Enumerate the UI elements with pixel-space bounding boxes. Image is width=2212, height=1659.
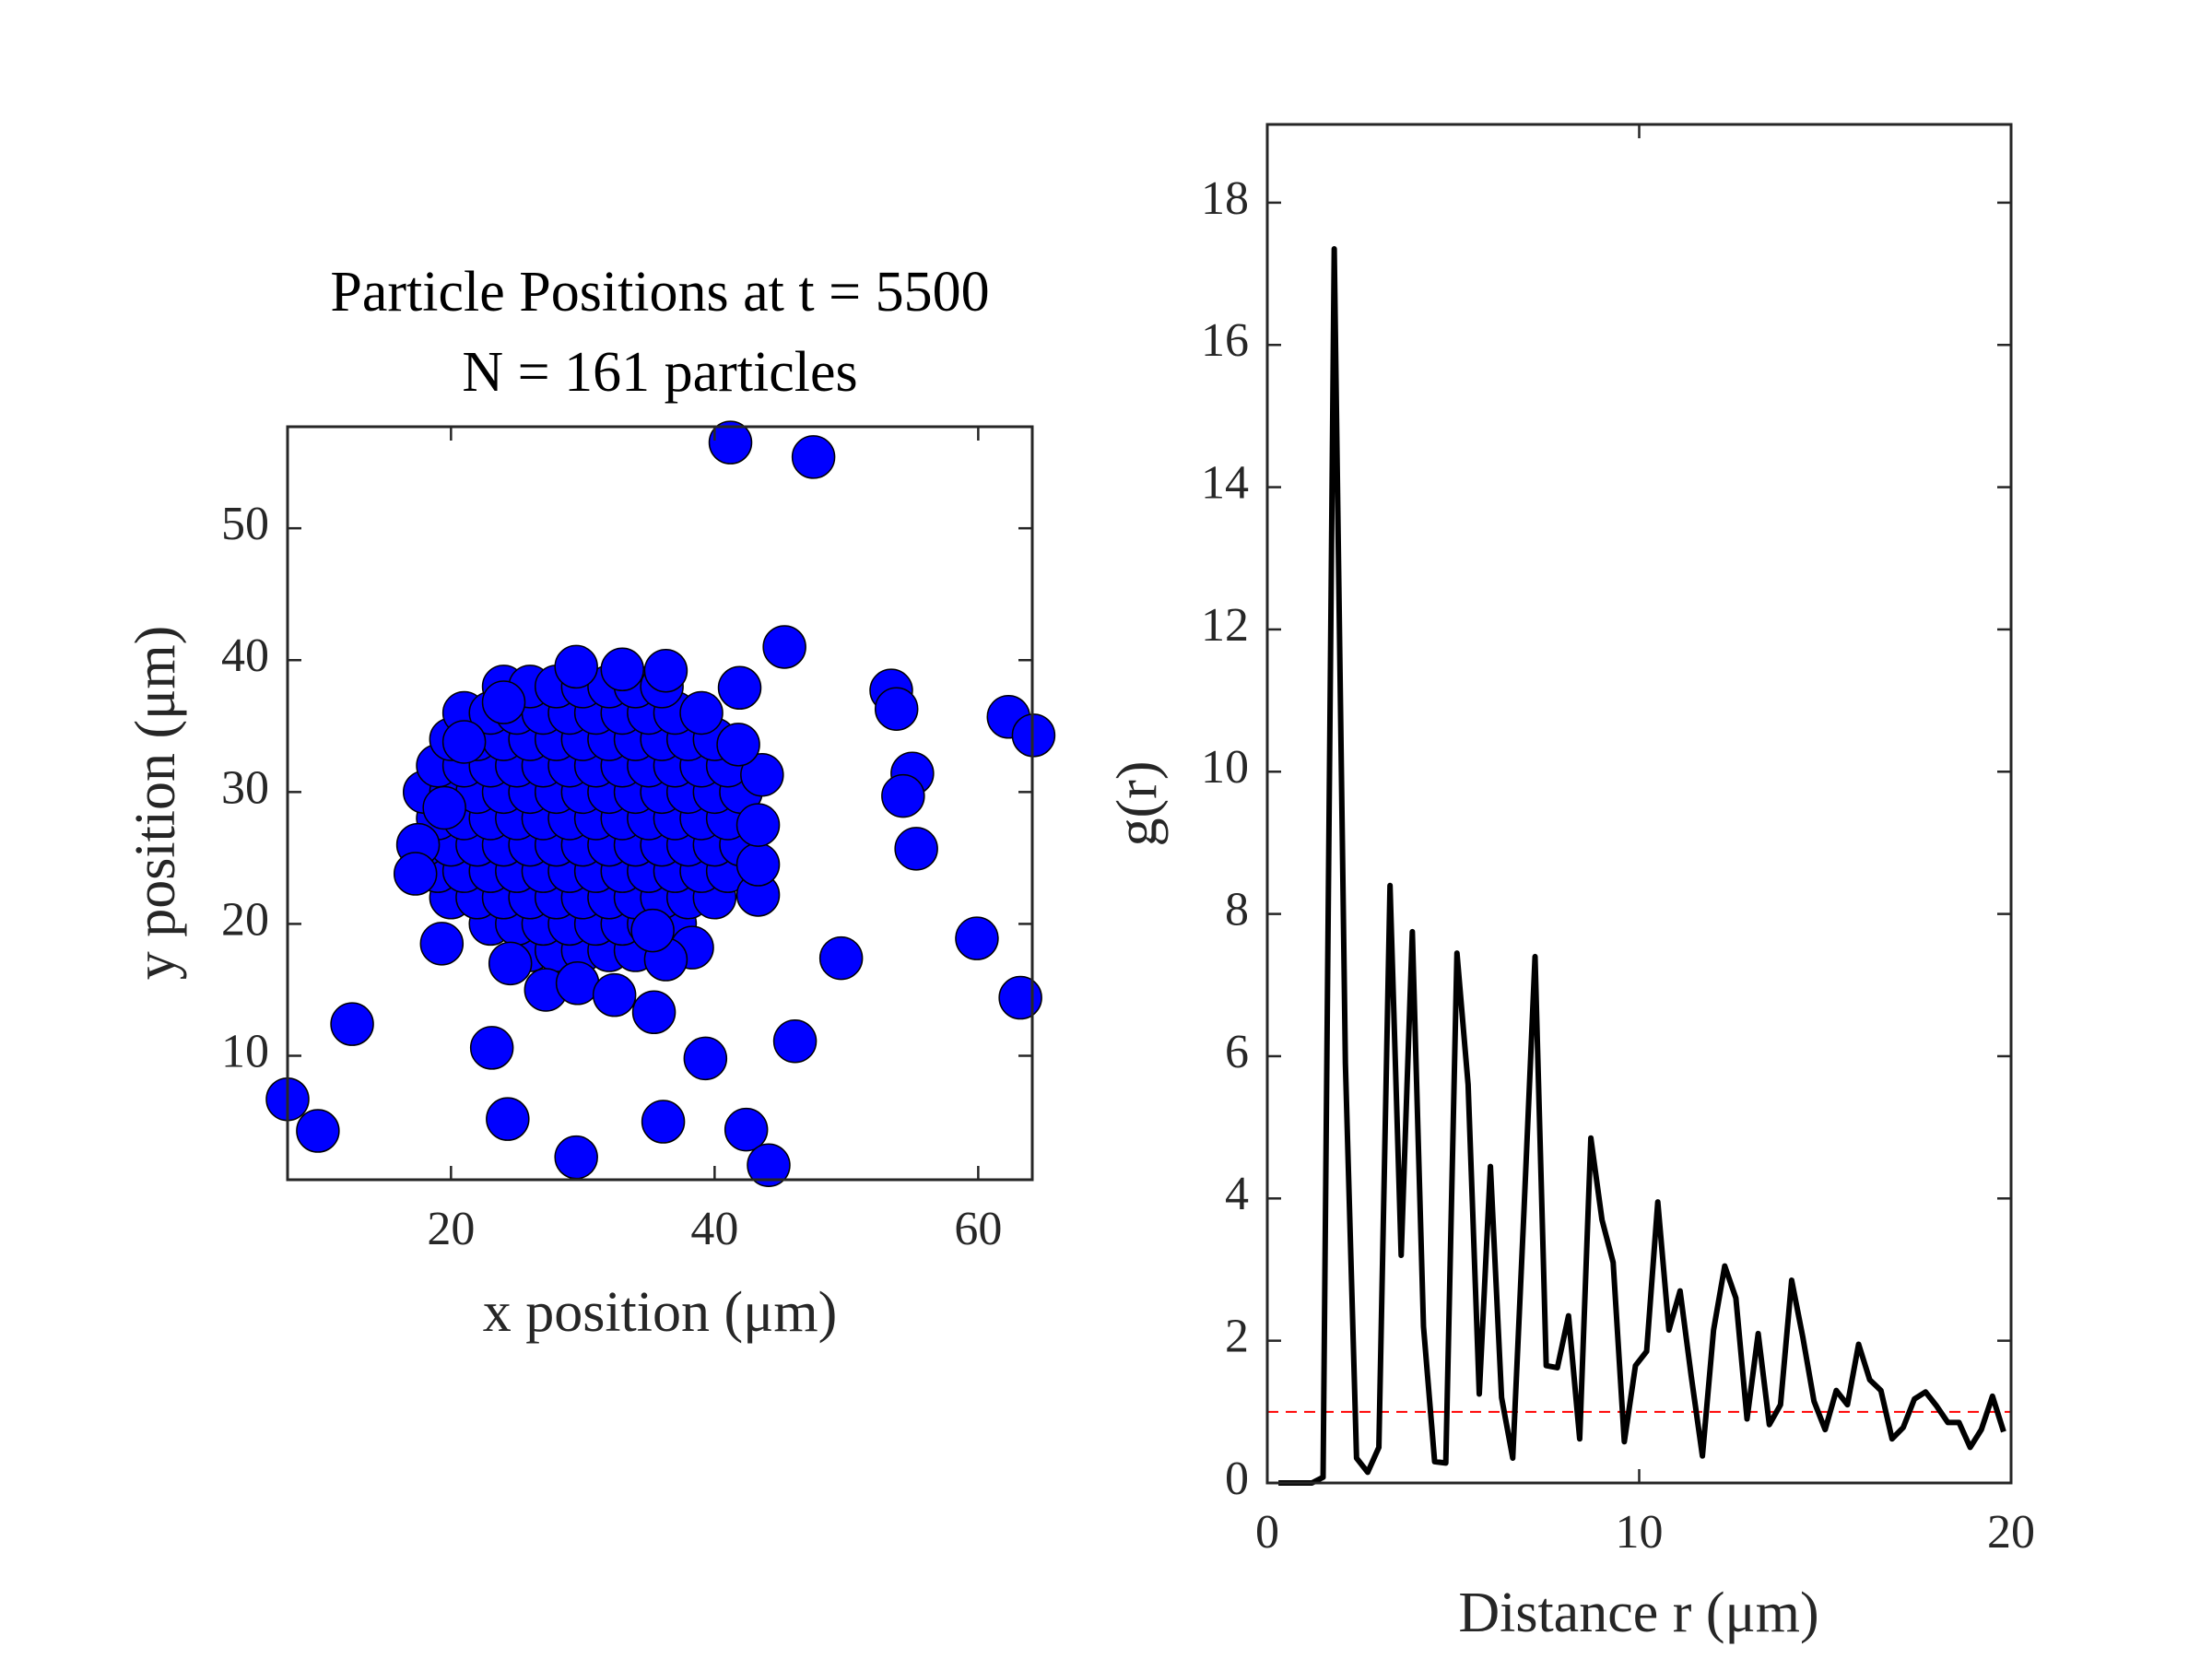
particle [554, 644, 598, 689]
particle [740, 752, 784, 797]
particle [772, 1019, 818, 1064]
particle [296, 1109, 340, 1153]
particle [716, 723, 760, 767]
particle [643, 648, 688, 693]
particle [422, 785, 466, 830]
particle [488, 941, 533, 986]
particle [631, 990, 677, 1035]
y-tick-label: 40 [221, 629, 269, 682]
particle [724, 1107, 769, 1152]
particle [881, 773, 925, 818]
particle [486, 1097, 530, 1141]
x-tick-label: 20 [1987, 1506, 2035, 1559]
particle [747, 1143, 791, 1188]
y-tick-label: 14 [1201, 457, 1249, 510]
particle [630, 908, 675, 953]
particle [330, 1002, 374, 1046]
y-tick-label: 10 [221, 1025, 269, 1077]
y-tick-label: 18 [1201, 172, 1249, 225]
particle [554, 1135, 598, 1180]
y-tick-label: 30 [221, 761, 269, 814]
x-axis-label: Distance r (μm) [1458, 1582, 1818, 1644]
chart-subtitle: N = 161 particles [462, 341, 857, 404]
chart-title: Particle Positions at t = 5500 [330, 261, 989, 324]
particle [894, 827, 938, 871]
y-tick-label: 2 [1225, 1311, 1249, 1363]
x-tick-label: 20 [427, 1203, 475, 1255]
g-r-line [1278, 246, 2006, 1486]
x-tick-label: 60 [954, 1203, 1002, 1255]
particle [874, 687, 919, 731]
plot-area [1267, 124, 2011, 1483]
x-tick-label: 40 [690, 1203, 738, 1255]
particle [441, 720, 487, 764]
particle [600, 647, 644, 692]
particle [762, 625, 806, 669]
y-tick-label: 10 [1201, 741, 1249, 794]
y-tick-label: 16 [1201, 314, 1249, 367]
y-axis-label: y position (μm) [124, 626, 187, 981]
particle [708, 420, 753, 465]
particle [592, 972, 637, 1018]
y-tick-label: 0 [1225, 1453, 1249, 1505]
y-tick-label: 4 [1225, 1168, 1249, 1220]
particle [735, 842, 781, 887]
y-tick-label: 50 [221, 498, 269, 550]
y-tick-label: 20 [221, 893, 269, 946]
particle [955, 916, 999, 960]
x-tick-label: 10 [1616, 1506, 1664, 1559]
x-tick-label: 0 [1255, 1506, 1279, 1559]
particle [717, 665, 762, 711]
particle [791, 435, 836, 479]
particle [641, 1100, 686, 1144]
y-tick-label: 6 [1225, 1026, 1249, 1078]
y-tick-label: 8 [1225, 884, 1249, 936]
particle [998, 975, 1042, 1020]
x-axis-label: x position (μm) [483, 1281, 838, 1344]
particle [683, 1036, 728, 1081]
axes-box [286, 425, 1034, 1182]
y-axis-label: g(r) [1106, 761, 1169, 847]
particle [469, 1026, 514, 1070]
particle [818, 935, 864, 981]
particle [555, 961, 600, 1006]
particle [679, 690, 724, 735]
particle [735, 803, 781, 847]
y-tick-label: 12 [1201, 599, 1249, 652]
particle [481, 680, 526, 724]
particle [419, 922, 465, 966]
particle [393, 852, 438, 896]
